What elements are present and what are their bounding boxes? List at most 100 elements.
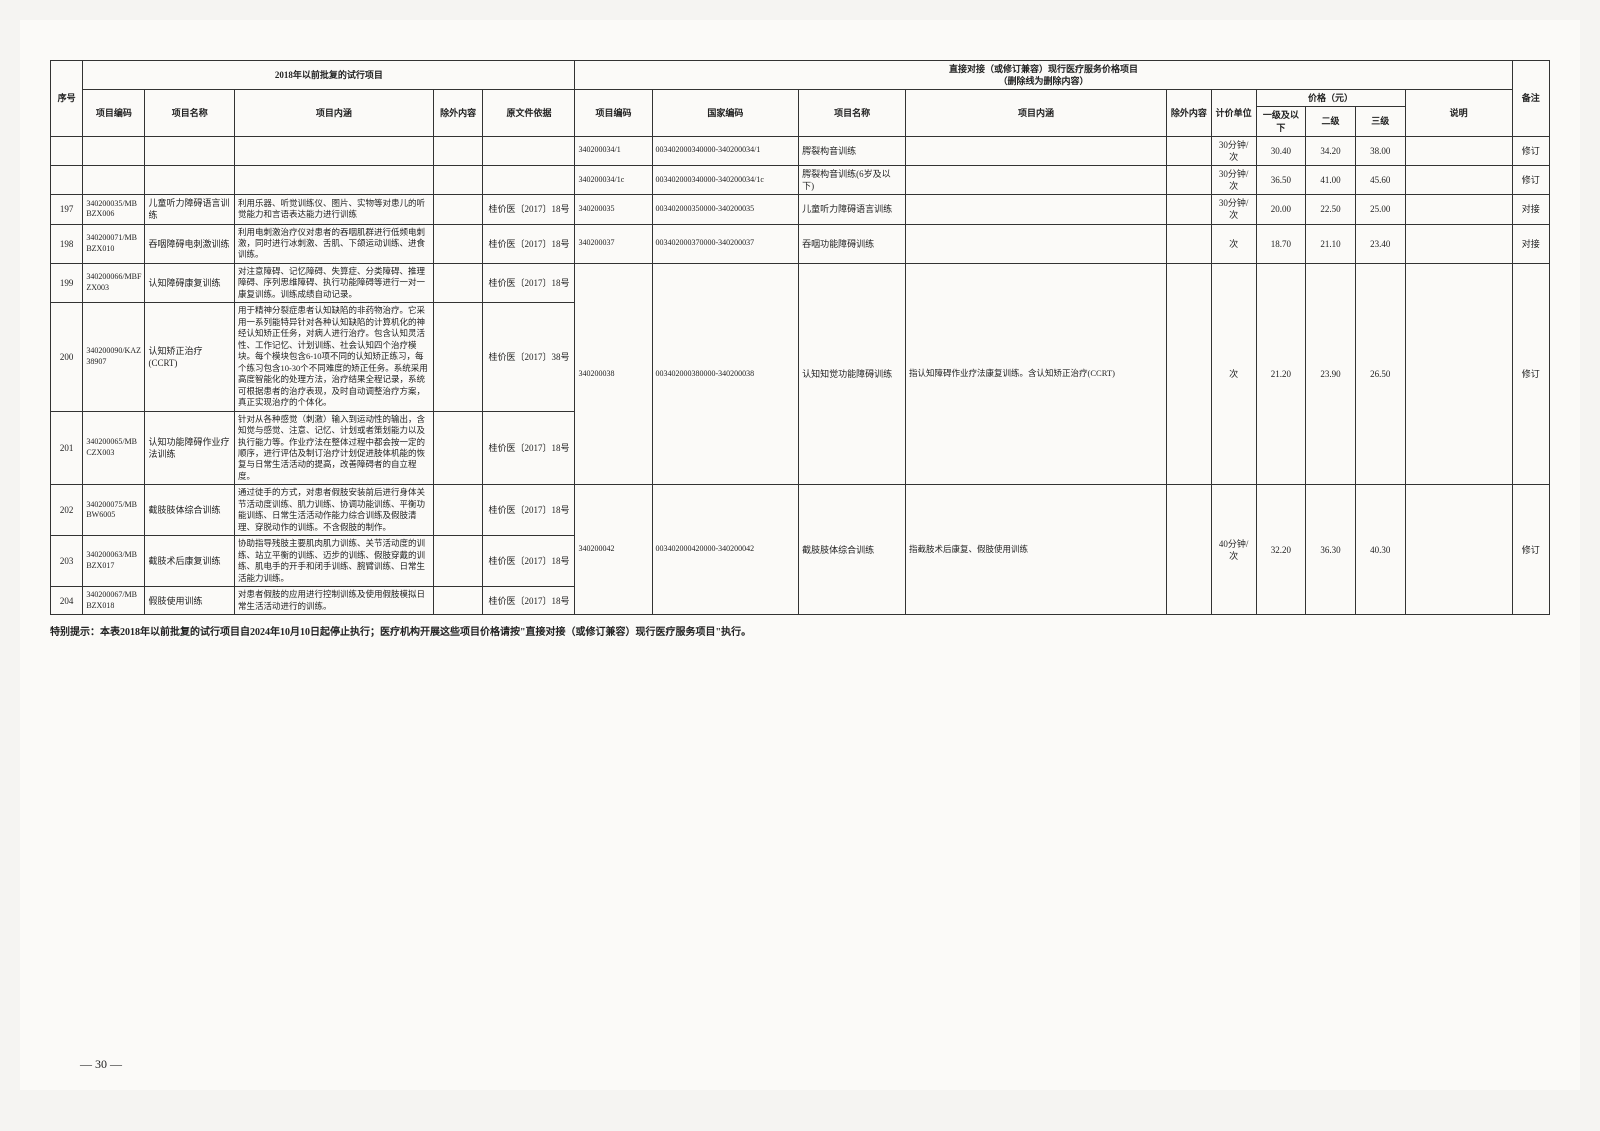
cell-p2: 41.00 bbox=[1306, 165, 1356, 194]
cell-name-r: 儿童听力障碍语言训练 bbox=[799, 195, 906, 224]
cell-p1: 18.70 bbox=[1256, 224, 1306, 263]
cell-content-l bbox=[234, 165, 433, 194]
cell-note bbox=[1405, 224, 1512, 263]
cell-seq: 203 bbox=[51, 536, 83, 587]
cell-content-l: 针对从各种感觉（刺激）输入到运动性的输出，含知觉与感觉、注意、记忆、计划或者策划… bbox=[234, 411, 433, 485]
cell-p2: 34.20 bbox=[1306, 136, 1356, 165]
cell-doc-l: 桂价医〔2017〕18号 bbox=[483, 536, 575, 587]
cell-code-l bbox=[83, 136, 145, 165]
cell-seq: 201 bbox=[51, 411, 83, 485]
hdr-content-r: 项目内涵 bbox=[906, 90, 1167, 136]
cell-seq: 202 bbox=[51, 485, 83, 536]
cell-content-l: 用于精神分裂症患者认知缺陷的非药物治疗。它采用一系列能特异针对各种认知缺陷的计算… bbox=[234, 303, 433, 411]
hdr-price: 价格（元） bbox=[1256, 90, 1405, 107]
cell-p2: 23.90 bbox=[1306, 263, 1356, 484]
cell-note bbox=[1405, 485, 1512, 615]
cell-doc-l: 桂价医〔2017〕38号 bbox=[483, 303, 575, 411]
hdr-code-l: 项目编码 bbox=[83, 90, 145, 136]
cell-excl-l bbox=[433, 303, 483, 411]
cell-seq: 197 bbox=[51, 195, 83, 224]
page-number: — 30 — bbox=[80, 1057, 122, 1072]
cell-excl-r bbox=[1167, 136, 1212, 165]
cell-excl-l bbox=[433, 224, 483, 263]
cell-code-l: 340200066/MBFZX003 bbox=[83, 263, 145, 302]
cell-doc-l bbox=[483, 165, 575, 194]
cell-name-r: 吞咽功能障碍训练 bbox=[799, 224, 906, 263]
cell-content-l: 利用乐器、听觉训练仪、图片、实物等对患儿的听觉能力和言语表达能力进行训练 bbox=[234, 195, 433, 224]
cell-p2: 36.30 bbox=[1306, 485, 1356, 615]
cell-natcode-r: 003402000380000-340200038 bbox=[652, 263, 799, 484]
cell-unit: 30分钟/次 bbox=[1211, 136, 1256, 165]
hdr-excl-r: 除外内容 bbox=[1167, 90, 1212, 136]
hdr-excl-l: 除外内容 bbox=[433, 90, 483, 136]
cell-name-l: 假肢使用训练 bbox=[145, 587, 234, 615]
cell-content-r bbox=[906, 165, 1167, 194]
cell-code-r: 340200042 bbox=[575, 485, 652, 615]
cell-code-l: 340200035/MBBZX006 bbox=[83, 195, 145, 224]
hdr-natcode-r: 国家编码 bbox=[652, 90, 799, 136]
pricing-table: 序号 2018年以前批复的试行项目 直接对接（或修订兼容）现行医疗服务价格项目 … bbox=[50, 60, 1550, 615]
cell-remark: 修订 bbox=[1512, 136, 1549, 165]
cell-note bbox=[1405, 136, 1512, 165]
cell-content-r: 指截肢术后康复、假肢使用训练 bbox=[906, 485, 1167, 615]
cell-natcode-r: 003402000370000-340200037 bbox=[652, 224, 799, 263]
table-row: 340200034/1c003402000340000-340200034/1c… bbox=[51, 165, 1550, 194]
table-header: 序号 2018年以前批复的试行项目 直接对接（或修订兼容）现行医疗服务价格项目 … bbox=[51, 61, 1550, 137]
cell-name-l bbox=[145, 165, 234, 194]
hdr-p2: 二级 bbox=[1306, 107, 1356, 136]
cell-doc-l: 桂价医〔2017〕18号 bbox=[483, 195, 575, 224]
hdr-group-right: 直接对接（或修订兼容）现行医疗服务价格项目 （删除线为删除内容） bbox=[575, 61, 1512, 90]
cell-excl-l bbox=[433, 136, 483, 165]
cell-name-l: 截肢术后康复训练 bbox=[145, 536, 234, 587]
cell-content-r bbox=[906, 195, 1167, 224]
cell-p2: 21.10 bbox=[1306, 224, 1356, 263]
cell-note bbox=[1405, 195, 1512, 224]
cell-content-r: 指认知障碍作业疗法康复训练。含认知矫正治疗(CCRT) bbox=[906, 263, 1167, 484]
hdr-p1: 一级及以下 bbox=[1256, 107, 1306, 136]
cell-p1: 21.20 bbox=[1256, 263, 1306, 484]
cell-code-l: 340200067/MBBZX018 bbox=[83, 587, 145, 615]
cell-name-r: 截肢肢体综合训练 bbox=[799, 485, 906, 615]
document-page: 序号 2018年以前批复的试行项目 直接对接（或修订兼容）现行医疗服务价格项目 … bbox=[20, 20, 1580, 1090]
cell-name-r: 腭裂构音训练 bbox=[799, 136, 906, 165]
cell-name-l: 认知矫正治疗(CCRT) bbox=[145, 303, 234, 411]
table-row: 197340200035/MBBZX006 儿童听力障碍语言训练 利用乐器、听觉训练… bbox=[51, 195, 1550, 224]
cell-name-l: 认知功能障碍作业疗法训练 bbox=[145, 411, 234, 485]
cell-content-l bbox=[234, 136, 433, 165]
cell-excl-l bbox=[433, 165, 483, 194]
cell-doc-l: 桂价医〔2017〕18号 bbox=[483, 485, 575, 536]
cell-remark: 对接 bbox=[1512, 224, 1549, 263]
footnote: 特别提示：本表2018年以前批复的试行项目自2024年10月10日起停止执行；医… bbox=[50, 623, 1550, 638]
cell-unit: 次 bbox=[1211, 263, 1256, 484]
cell-excl-r bbox=[1167, 485, 1212, 615]
cell-code-l: 340200075/MBBW6005 bbox=[83, 485, 145, 536]
cell-unit: 40分钟/次 bbox=[1211, 485, 1256, 615]
cell-code-r: 340200038 bbox=[575, 263, 652, 484]
cell-p3: 45.60 bbox=[1355, 165, 1405, 194]
cell-natcode-r: 003402000340000-340200034/1 bbox=[652, 136, 799, 165]
cell-p3: 23.40 bbox=[1355, 224, 1405, 263]
hdr-unit-r: 计价单位 bbox=[1211, 90, 1256, 136]
cell-p2: 22.50 bbox=[1306, 195, 1356, 224]
cell-name-l: 吞咽障碍电刺激训练 bbox=[145, 224, 234, 263]
cell-excl-l bbox=[433, 485, 483, 536]
cell-p1: 30.40 bbox=[1256, 136, 1306, 165]
cell-unit: 次 bbox=[1211, 224, 1256, 263]
cell-unit: 30分钟/次 bbox=[1211, 195, 1256, 224]
cell-doc-l: 桂价医〔2017〕18号 bbox=[483, 411, 575, 485]
table-row: 202340200075/MBBW6005截肢肢体综合训练通过徒手的方式，对患者… bbox=[51, 485, 1550, 536]
cell-p3: 38.00 bbox=[1355, 136, 1405, 165]
cell-code-l: 340200065/MBCZX003 bbox=[83, 411, 145, 485]
cell-excl-r bbox=[1167, 224, 1212, 263]
cell-content-l: 通过徒手的方式，对患者假肢安装前后进行身体关节活动度训练、肌力训练、协调功能训练… bbox=[234, 485, 433, 536]
hdr-p3: 三级 bbox=[1355, 107, 1405, 136]
cell-remark: 修订 bbox=[1512, 263, 1549, 484]
table-body: 340200034/1003402000340000-340200034/1腭裂… bbox=[51, 136, 1550, 614]
cell-doc-l: 桂价医〔2017〕18号 bbox=[483, 263, 575, 302]
table-row: 199340200066/MBFZX003认知障碍康复训练对注意障碍、记忆障碍、… bbox=[51, 263, 1550, 302]
cell-code-r: 340200037 bbox=[575, 224, 652, 263]
cell-seq: 200 bbox=[51, 303, 83, 411]
cell-p1: 20.00 bbox=[1256, 195, 1306, 224]
cell-remark: 修订 bbox=[1512, 485, 1549, 615]
cell-seq: 198 bbox=[51, 224, 83, 263]
